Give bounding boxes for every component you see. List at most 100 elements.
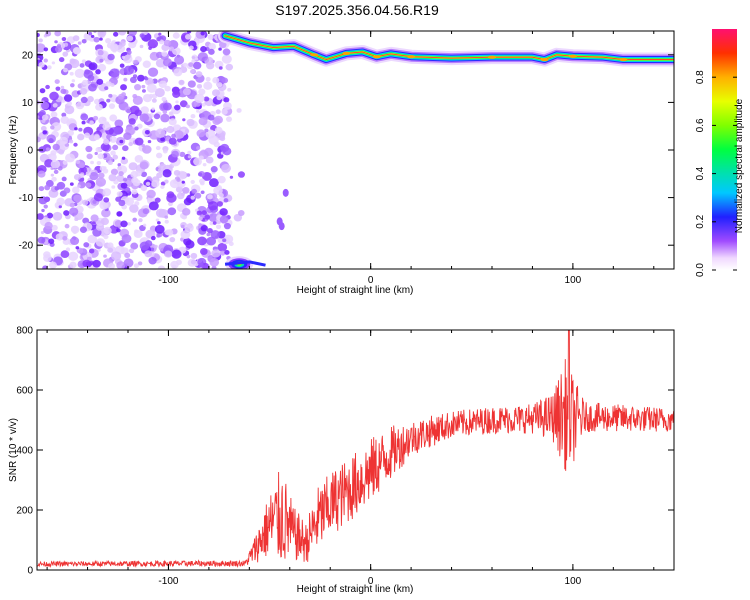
- noise-blob: [198, 117, 208, 126]
- noise-blob: [97, 31, 107, 38]
- noise-blob: [39, 88, 46, 94]
- noise-blob: [87, 96, 94, 103]
- noise-blob: [161, 51, 168, 57]
- noise-blob: [84, 132, 91, 138]
- noise-blob: [180, 224, 185, 229]
- noise-blob: [37, 213, 44, 220]
- noise-blob: [209, 257, 220, 267]
- noise-blob: [174, 104, 181, 111]
- noise-blob: [118, 31, 127, 36]
- noise-blob: [131, 189, 138, 195]
- noise-blob: [134, 83, 142, 91]
- noise-blob: [172, 32, 180, 39]
- noise-blob: [151, 179, 160, 188]
- noise-blob: [143, 223, 147, 227]
- noise-blob: [173, 169, 181, 176]
- noise-blob: [200, 224, 208, 232]
- noise-blob: [88, 248, 95, 254]
- noise-blob: [142, 145, 152, 154]
- noise-blob: [166, 191, 175, 199]
- noise-blob: [116, 261, 126, 269]
- noise-blob: [128, 41, 137, 49]
- noise-blob: [45, 147, 50, 152]
- colorbar-tick-label: 0.2: [695, 214, 706, 228]
- ridge-hotspot: [488, 55, 496, 59]
- noise-blob: [210, 166, 218, 173]
- noise-blob: [181, 180, 185, 184]
- y-tick-label: 400: [16, 446, 33, 457]
- noise-blob: [147, 80, 152, 85]
- noise-blob: [204, 214, 211, 220]
- noise-blob: [210, 230, 221, 239]
- noise-blob: [128, 118, 136, 125]
- noise-blob: [190, 113, 196, 119]
- noise-blob: [132, 179, 141, 187]
- ridge-hotspot: [540, 57, 549, 62]
- noise-blob: [218, 47, 222, 51]
- noise-blob: [123, 77, 128, 82]
- noise-blob: [175, 100, 179, 104]
- noise-blob: [185, 104, 190, 109]
- noise-blob: [54, 40, 58, 44]
- noise-blob: [174, 130, 184, 140]
- noise-blob: [109, 136, 117, 143]
- colorbar-tick-label: 0.0: [695, 263, 706, 277]
- ridge-hotspot: [372, 55, 381, 59]
- top-y-axis-label: Frequency (Hz): [8, 116, 19, 185]
- noise-blob: [140, 184, 148, 192]
- noise-blob: [123, 177, 128, 182]
- noise-blob: [105, 81, 112, 87]
- noise-blob: [80, 113, 89, 121]
- noise-blob: [75, 246, 80, 250]
- noise-blob: [205, 156, 214, 164]
- noise-blob: [158, 32, 162, 36]
- noise-blob: [171, 264, 177, 269]
- noise-blob: [55, 233, 64, 241]
- noise-blob: [61, 176, 67, 182]
- noise-blob: [48, 238, 55, 244]
- noise-blob: [194, 192, 202, 199]
- noise-blob: [208, 43, 217, 51]
- noise-blob: [103, 197, 110, 203]
- noise-blob: [118, 93, 125, 100]
- noise-blob: [162, 58, 173, 67]
- noise-blob: [198, 262, 204, 268]
- y-tick-label: 800: [16, 326, 33, 337]
- noise-blob: [155, 128, 166, 138]
- y-tick-label: 0: [27, 566, 33, 577]
- noise-blob: [225, 116, 233, 122]
- noise-blob: [62, 160, 68, 165]
- noise-blob: [70, 225, 79, 233]
- noise-blob: [56, 197, 65, 206]
- noise-blob: [128, 162, 138, 171]
- noise-blob: [200, 31, 205, 36]
- noise-blob: [54, 31, 62, 37]
- noise-blob: [97, 172, 105, 179]
- noise-blob: [49, 261, 57, 269]
- noise-blob: [126, 35, 134, 42]
- noise-blob: [146, 83, 157, 93]
- y-tick-label: 200: [16, 506, 33, 517]
- noise-blob: [139, 161, 149, 170]
- noise-blob: [161, 96, 167, 102]
- noise-blob: [144, 240, 153, 247]
- noise-blob: [227, 87, 232, 92]
- noise-blob: [98, 116, 107, 125]
- noise-blob: [62, 51, 69, 57]
- noise-blob: [200, 46, 207, 53]
- noise-blob: [101, 208, 111, 218]
- noise-blob: [168, 137, 177, 145]
- noise-blob: [151, 107, 155, 111]
- noise-blob: [73, 47, 81, 55]
- noise-blob: [215, 224, 222, 230]
- top-y-axis: -20 -10 0 10 20: [19, 50, 674, 252]
- noise-blob: [104, 86, 109, 91]
- noise-blob: [188, 45, 194, 50]
- noise-blob: [81, 59, 87, 64]
- noise-blob: [78, 162, 86, 169]
- noise-blob: [133, 60, 139, 65]
- noise-blob: [182, 118, 186, 122]
- noise-blob: [144, 76, 149, 81]
- y-tick-label: 0: [27, 146, 33, 157]
- noise-blob: [82, 79, 89, 86]
